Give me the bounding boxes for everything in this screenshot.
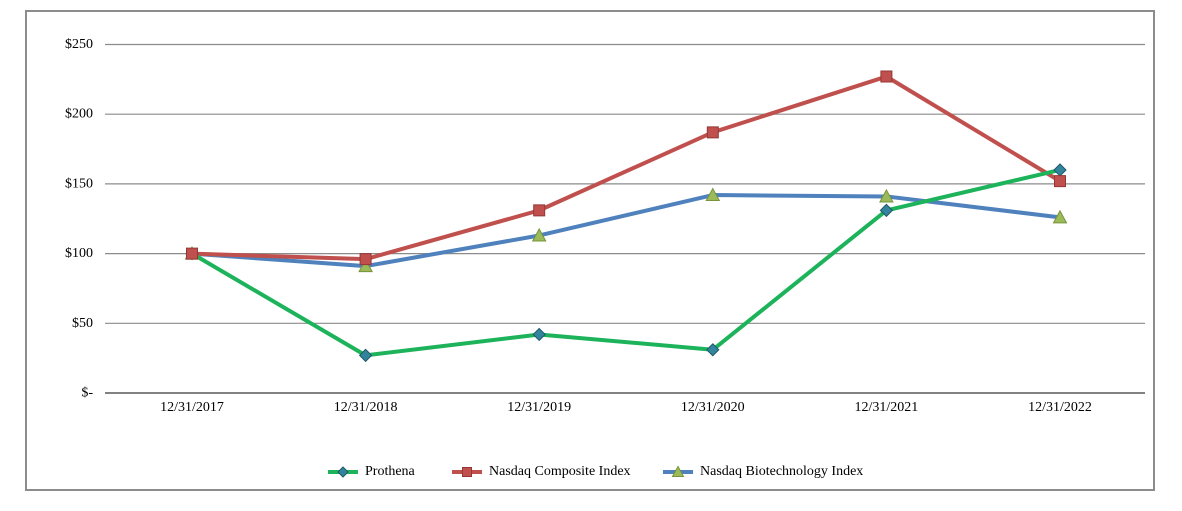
x-tick-label: 12/31/2018 [334, 400, 398, 415]
x-tick-label: 12/31/2020 [681, 400, 745, 415]
series-line-prothena [190, 167, 1062, 358]
marker-diamond-prothena [358, 348, 373, 363]
marker-diamond-prothena [706, 343, 720, 357]
marker-square-nasdaq-composite-index [533, 204, 546, 217]
marker-square-nasdaq-composite-index [706, 126, 719, 139]
legend-label: Prothena [365, 464, 415, 479]
x-tick-label: 12/31/2017 [160, 400, 224, 415]
marker-triangle-nasdaq-biotechnology-index [705, 187, 721, 202]
marker-square-nasdaq-composite-index [186, 247, 198, 260]
x-tick-label: 12/31/2022 [1028, 400, 1092, 415]
marker-diamond-prothena [532, 327, 546, 342]
legend-triangle-swatch-icon [663, 465, 693, 477]
y-tick-label: $100 [65, 246, 93, 261]
marker-diamond-prothena [1053, 163, 1067, 177]
legend-diamond-swatch-icon [328, 466, 358, 478]
marker-square-nasdaq-composite-index [880, 70, 893, 83]
marker-square-nasdaq-composite-index [1054, 175, 1066, 188]
marker-square-nasdaq-composite-index [359, 253, 372, 266]
x-tick-label: 12/31/2019 [507, 400, 571, 415]
marker-triangle-nasdaq-biotechnology-index [1052, 209, 1068, 224]
legend-item-prothena: Prothena [328, 460, 415, 484]
legend-square-swatch-icon [452, 467, 482, 477]
x-tick-label: 12/31/2021 [855, 400, 919, 415]
y-tick-label: $250 [65, 37, 93, 52]
y-tick-label: $50 [72, 316, 93, 331]
legend-item-nasdaq-biotechnology-index: Nasdaq Biotechnology Index [663, 460, 863, 484]
y-tick-label: $150 [65, 176, 93, 191]
series-line-nasdaq-composite-index [190, 74, 1062, 262]
legend-item-nasdaq-composite-index: Nasdaq Composite Index [452, 460, 631, 484]
y-tick-label: $- [81, 386, 93, 401]
y-tick-label: $200 [65, 107, 93, 122]
marker-diamond-prothena [879, 203, 894, 218]
legend-label: Nasdaq Composite Index [489, 464, 631, 479]
marker-triangle-nasdaq-biotechnology-index [531, 227, 547, 242]
marker-triangle-nasdaq-biotechnology-index [358, 258, 373, 273]
legend-label: Nasdaq Biotechnology Index [700, 464, 864, 479]
series-line-nasdaq-biotechnology-index [190, 193, 1062, 269]
chart-border-frame [25, 10, 1155, 491]
marker-triangle-nasdaq-biotechnology-index [879, 188, 894, 203]
chart-legend: Prothena Nasdaq Composite Index Nasdaq Bio… [0, 460, 1182, 484]
